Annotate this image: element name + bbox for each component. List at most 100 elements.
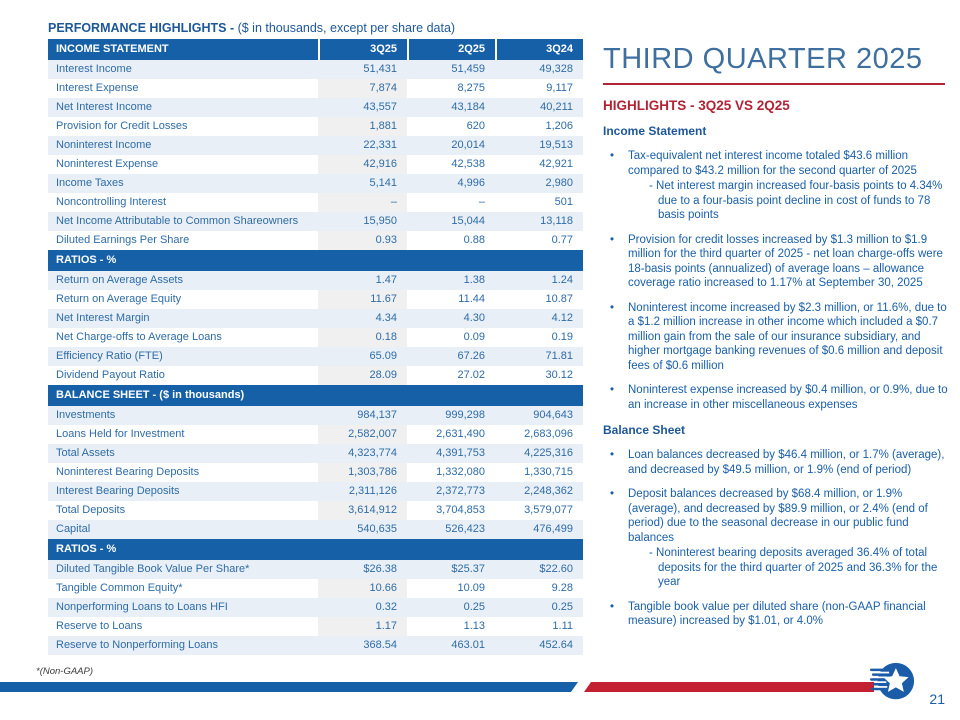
- table-row: Income Taxes 5,141 4,996 2,980: [48, 174, 583, 193]
- row-value: 2,311,126: [348, 485, 397, 497]
- row-label: Reserve to Loans: [56, 620, 143, 632]
- row-value: –: [478, 196, 485, 208]
- row-value: 2,372,773: [436, 485, 485, 497]
- table-section-header: RATIOS - %: [48, 539, 583, 560]
- table-row: Dividend Payout Ratio 28.09 27.02 30.12: [48, 366, 583, 385]
- row-label: Noninterest Expense: [56, 158, 159, 170]
- row-value: 43,184: [451, 101, 485, 113]
- table-title-bold: PERFORMANCE HIGHLIGHTS -: [48, 21, 235, 35]
- quarter-highlights-panel: THIRD QUARTER 2025 HIGHLIGHTS - 3Q25 VS …: [603, 42, 948, 639]
- row-value: 2,631,490: [436, 428, 485, 440]
- table-row: Diluted Tangible Book Value Per Share* $2…: [48, 560, 583, 579]
- highlights-groups: Income Statement • Tax-equivalent net inte…: [603, 124, 948, 629]
- bullet-icon: •: [610, 384, 615, 396]
- row-label: Efficiency Ratio (FTE): [56, 350, 163, 362]
- page-number: 21: [929, 691, 945, 707]
- group-heading: Balance Sheet: [603, 423, 686, 437]
- row-label: Loans Held for Investment: [56, 428, 185, 440]
- row-label: Noninterest Income: [56, 139, 152, 151]
- row-label: Provision for Credit Losses: [56, 120, 188, 132]
- highlights-subtitle: HIGHLIGHTS - 3Q25 VS 2Q25: [603, 98, 790, 113]
- bullet-text: Loan balances decreased by $46.4 million…: [628, 449, 945, 476]
- row-label: Net Interest Margin: [56, 312, 150, 324]
- row-value: 8,275: [457, 82, 485, 94]
- table-row: Reserve to Loans 1.17 1.13 1.11: [48, 617, 583, 636]
- row-value: 984,137: [357, 409, 397, 421]
- row-label: Income Taxes: [56, 177, 124, 189]
- row-value: 452.64: [539, 639, 573, 651]
- row-value: 10.87: [545, 293, 573, 305]
- row-value: 67.26: [457, 350, 485, 362]
- highlight-bullet: • Noninterest expense increased by $0.4 m…: [603, 383, 948, 412]
- row-value: 9.28: [551, 582, 573, 594]
- row-value: 4.34: [375, 312, 397, 324]
- table-row: Capital 540,635 526,423 476,499: [48, 520, 583, 539]
- column-header: 3Q24: [495, 39, 583, 60]
- row-value: 368.54: [363, 639, 397, 651]
- highlight-bullet: • Tangible book value per diluted share (…: [603, 600, 948, 629]
- row-value: 42,921: [539, 158, 573, 170]
- row-value: 30.12: [545, 369, 573, 381]
- table-row: Net Income Attributable to Common Shareo…: [48, 212, 583, 231]
- table-row: Nonperforming Loans to Loans HFI 0.32 0.25…: [48, 598, 583, 617]
- row-value: 27.02: [457, 369, 485, 381]
- table-section-header: INCOME STATEMENT 3Q25 2Q25 3Q24: [48, 39, 583, 60]
- row-value: 51,459: [451, 63, 485, 75]
- row-value: 19,513: [539, 139, 573, 151]
- column-header: 3Q25: [318, 39, 407, 60]
- row-value: 0.77: [551, 234, 573, 246]
- row-value: 1,303,786: [318, 463, 407, 482]
- row-value: 11.67: [318, 290, 407, 309]
- row-value: 0.25: [551, 601, 573, 613]
- table-row: Diluted Earnings Per Share 0.93 0.88 0.77: [48, 231, 583, 250]
- row-label: Interest Expense: [56, 82, 139, 94]
- title-rule: [603, 83, 945, 85]
- non-gaap-footnote: *(Non-GAAP): [36, 666, 94, 677]
- row-value: 526,423: [445, 523, 485, 535]
- section-header-label: RATIOS - %: [56, 254, 117, 266]
- sub-bullet-text: - Net interest margin increased four-bas…: [649, 180, 943, 221]
- row-value: 2,683,096: [524, 428, 573, 440]
- row-value: 2,248,362: [524, 485, 573, 497]
- bullet-text: Tangible book value per diluted share (n…: [628, 600, 926, 628]
- table-row: Return on Average Assets 1.47 1.38 1.24: [48, 271, 583, 290]
- star-icon: [883, 668, 909, 692]
- row-value: 42,538: [451, 158, 485, 170]
- row-value: 3,579,077: [524, 504, 573, 516]
- row-value: 1.38: [463, 274, 485, 286]
- row-value: $25.37: [451, 563, 485, 575]
- table-row: Return on Average Equity 11.67 11.44 10.87: [48, 290, 583, 309]
- row-label: Tangible Common Equity*: [56, 582, 183, 594]
- row-label: Diluted Earnings Per Share: [56, 234, 190, 246]
- row-label: Return on Average Equity: [56, 293, 182, 305]
- row-label: Noncontrolling Interest: [56, 196, 167, 208]
- table-row: Total Assets 4,323,774 4,391,753 4,225,316: [48, 444, 583, 463]
- performance-highlights-panel: PERFORMANCE HIGHLIGHTS - ($ in thousands…: [36, 20, 583, 677]
- row-value: 463.01: [451, 639, 485, 651]
- table-row: Loans Held for Investment 2,582,007 2,631,…: [48, 425, 583, 444]
- highlight-bullet: • Provision for credit losses increased b…: [603, 233, 948, 291]
- row-value: 10.09: [457, 582, 485, 594]
- table-row: Interest Bearing Deposits 2,311,126 2,372,…: [48, 482, 583, 501]
- row-label: Diluted Tangible Book Value Per Share*: [56, 563, 250, 575]
- row-value: 1.17: [318, 617, 407, 636]
- row-value: 904,643: [533, 409, 573, 421]
- row-value: 71.81: [545, 350, 573, 362]
- row-value: 11.44: [458, 293, 485, 305]
- financial-table: INCOME STATEMENT 3Q25 2Q25 3Q24 Interest Inc…: [48, 39, 583, 655]
- row-value: 1,206: [545, 120, 573, 132]
- row-value: 999,298: [445, 409, 485, 421]
- row-value: 20,014: [451, 139, 485, 151]
- table-row: Total Deposits 3,614,912 3,704,853 3,579,07…: [48, 501, 583, 520]
- row-value: 15,044: [451, 215, 485, 227]
- row-label: Total Assets: [56, 447, 115, 459]
- highlight-bullet: • Deposit balances decreased by $68.4 mil…: [603, 487, 948, 590]
- row-value: 13,118: [540, 215, 573, 227]
- row-value: 28.09: [318, 366, 407, 385]
- row-value: 15,950: [363, 215, 397, 227]
- row-label: Investments: [56, 409, 116, 421]
- row-value: 1.11: [552, 620, 573, 632]
- quarter-title: THIRD QUARTER 2025: [603, 43, 923, 75]
- row-value: 0.93: [318, 231, 407, 250]
- bullet-text: Noninterest income increased by $2.3 mil…: [628, 301, 947, 372]
